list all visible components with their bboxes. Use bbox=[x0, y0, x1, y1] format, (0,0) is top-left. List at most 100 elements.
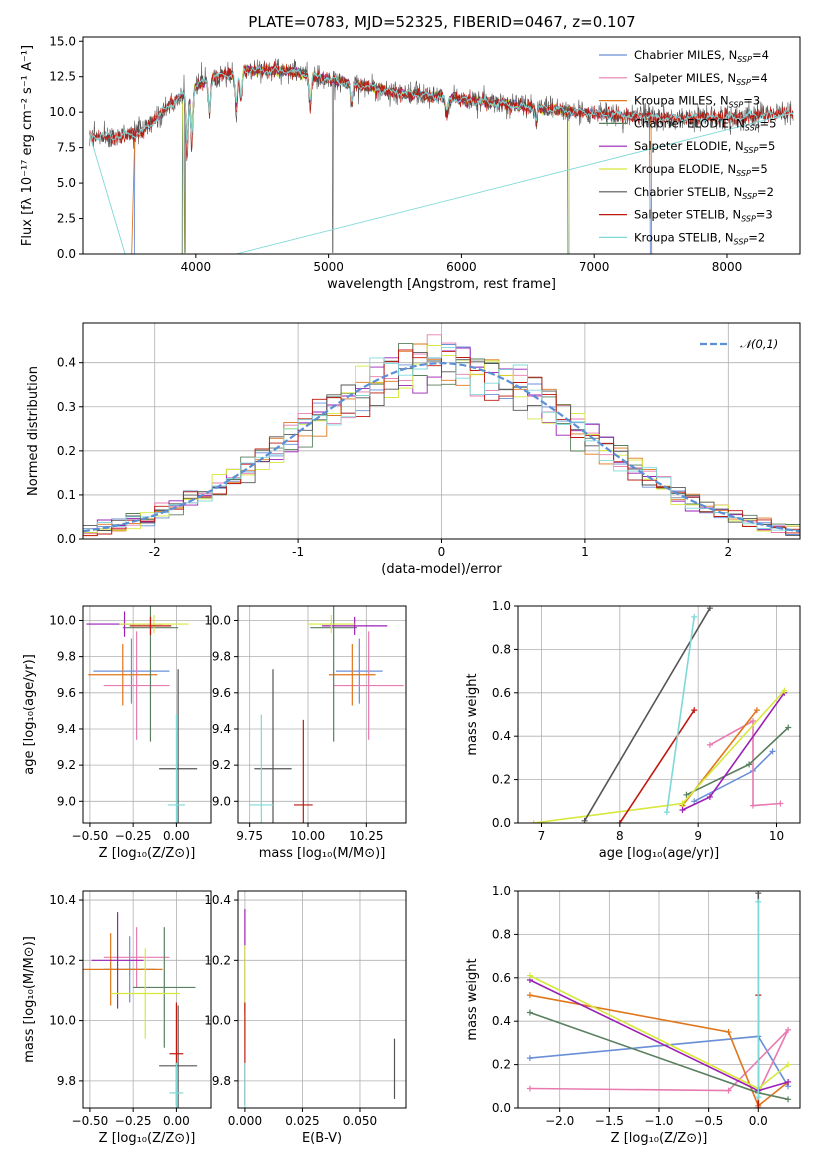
errorbar-kroupa-stelib bbox=[167, 714, 186, 823]
axes-frame bbox=[237, 890, 407, 1109]
axes-frame bbox=[517, 605, 801, 824]
weight-marker bbox=[526, 1085, 533, 1092]
errorbar-salpeter-elodie bbox=[91, 912, 144, 1009]
x-tick-label: 10 bbox=[769, 829, 784, 843]
weight-marker bbox=[755, 1094, 762, 1101]
errorbar-kroupa-elodie bbox=[110, 948, 180, 1039]
errorbar-chabrier-elodie bbox=[133, 927, 196, 1048]
errorbar-chabrier-stelib bbox=[159, 1005, 198, 1108]
weight-marker bbox=[691, 798, 698, 805]
x-tick-label: 10.25 bbox=[349, 829, 383, 843]
y-tick-label: 0.0 bbox=[492, 1101, 511, 1115]
y-tick-label: 0.4 bbox=[57, 356, 76, 370]
y-tick-label: 9.8 bbox=[212, 1074, 231, 1088]
y-tick-label: 9.8 bbox=[57, 1074, 76, 1088]
errorbar-salpeter-miles bbox=[103, 927, 170, 988]
y-tick-label: 10.0 bbox=[49, 105, 76, 119]
axes-frame bbox=[237, 605, 407, 824]
x-tick-label: −0.25 bbox=[115, 829, 152, 843]
y-axis-label: mass weight bbox=[465, 958, 480, 1040]
x-tick-label: 10.00 bbox=[291, 829, 325, 843]
plot-area bbox=[83, 606, 211, 823]
plot-area bbox=[83, 323, 800, 539]
legend-label: Chabrier MILES, NSSP=4 bbox=[634, 48, 769, 64]
y-tick-label: 2.5 bbox=[57, 212, 76, 226]
axes-frame bbox=[82, 322, 801, 540]
y-tick-label: 0.4 bbox=[492, 1014, 511, 1028]
legend-label: Kroupa STELIB, NSSP=2 bbox=[634, 230, 765, 246]
y-tick-label: 9.8 bbox=[57, 650, 76, 664]
x-tick-label: 5000 bbox=[313, 260, 344, 274]
weight-marker bbox=[755, 1105, 762, 1108]
y-tick-label: 10.0 bbox=[204, 613, 231, 627]
x-tick-label: 0.050 bbox=[343, 1114, 377, 1128]
errorbar-chabrier-elodie bbox=[310, 606, 357, 742]
legend-label: Kroupa ELODIE, NSSP=5 bbox=[634, 162, 768, 178]
y-tick-label: 0.0 bbox=[57, 247, 76, 261]
x-axis-label: mass [log₁₀(M/M⊙)] bbox=[259, 846, 386, 861]
x-tick-label: 0.00 bbox=[163, 1114, 190, 1128]
x-axis-label: E(B-V) bbox=[302, 1131, 342, 1146]
y-tick-label: 1.0 bbox=[492, 884, 511, 898]
y-tick-label: 15.0 bbox=[49, 34, 76, 48]
y-axis-label: mass [log₁₀(M/M⊙)] bbox=[22, 936, 37, 1063]
x-tick-label: −0.5 bbox=[694, 1114, 723, 1128]
x-tick-label: 1 bbox=[581, 545, 589, 559]
errorbar-kroupa-stelib bbox=[169, 1062, 184, 1108]
y-tick-label: 10.2 bbox=[204, 953, 231, 967]
plot-area bbox=[518, 891, 800, 1108]
weight-marker bbox=[526, 972, 533, 979]
axes-frame bbox=[82, 605, 212, 824]
y-tick-label: 9.0 bbox=[212, 794, 231, 808]
weight-marker bbox=[746, 761, 753, 768]
y-tick-label: 0.8 bbox=[492, 642, 511, 656]
errorbar-salpeter-stelib bbox=[294, 719, 313, 823]
weight-series-kroupa-elodie bbox=[530, 687, 788, 823]
x-tick-label: 0.025 bbox=[285, 1114, 319, 1128]
histogram-kroupa-stelib bbox=[83, 347, 800, 539]
weight-marker bbox=[785, 1026, 792, 1033]
panel-age_vs_Z: −0.50 −0.25 0.00 9.0 9.2 9.4 9.6 9.8 10.0 Z [log₁… bbox=[22, 605, 212, 861]
x-tick-label: 7000 bbox=[579, 260, 610, 274]
y-axis-label: mass weight bbox=[465, 673, 480, 755]
weight-marker bbox=[526, 1009, 533, 1016]
y-tick-label: 12.5 bbox=[49, 70, 76, 84]
weight-marker bbox=[679, 800, 686, 807]
errorbar-chabrier-miles bbox=[336, 638, 383, 704]
weight-marker bbox=[679, 806, 686, 813]
errorbar-kroupa-miles bbox=[83, 933, 163, 1006]
legend-label-normal: 𝒩(0,1) bbox=[740, 337, 778, 351]
x-tick-label: −2.0 bbox=[545, 1114, 574, 1128]
x-tick-label: 2 bbox=[724, 545, 732, 559]
errorbar-kroupa-stelib bbox=[249, 714, 273, 823]
weight-marker bbox=[683, 791, 690, 798]
y-tick-label: 9.0 bbox=[57, 794, 76, 808]
y-tick-label: 9.6 bbox=[212, 686, 231, 700]
legend-label: Salpeter STELIB, NSSP=3 bbox=[634, 208, 773, 224]
x-tick-label: 0 bbox=[438, 545, 446, 559]
weight-series-kroupa-stelib bbox=[663, 613, 698, 816]
errorbar-salpeter-miles bbox=[103, 631, 170, 740]
panel-mass_weight_vs_Z: −2.0 −1.5 −1.0 −0.5 0.0 0.0 0.2 0.4 0.6 0.8 1.0 Z [… bbox=[465, 884, 801, 1146]
y-axis-label: age [log₁₀(age/yr)] bbox=[22, 654, 37, 775]
x-tick-label: 9.75 bbox=[236, 829, 263, 843]
y-tick-label: 0.6 bbox=[492, 686, 511, 700]
y-tick-label: 5.0 bbox=[57, 176, 76, 190]
weight-marker bbox=[725, 1087, 732, 1094]
x-tick-label: 8 bbox=[616, 829, 624, 843]
x-axis-label: age [log₁₀(age/yr)] bbox=[599, 846, 720, 861]
weight-marker bbox=[750, 802, 756, 809]
spectrum-legend: Chabrier MILES, NSSP=4 Salpeter MILES, NS… bbox=[599, 48, 776, 246]
weight-marker bbox=[691, 707, 698, 714]
y-tick-label: 9.8 bbox=[212, 650, 231, 664]
x-tick-label: −1.5 bbox=[595, 1114, 624, 1128]
weight-line bbox=[709, 719, 781, 807]
x-axis-label: Z [log₁₀(Z/Z⊙)] bbox=[611, 1131, 708, 1146]
plot-area bbox=[83, 891, 211, 1108]
weight-marker bbox=[785, 724, 792, 731]
weight-marker bbox=[691, 613, 698, 620]
errorbar-chabrier-stelib bbox=[254, 669, 292, 823]
weight-line bbox=[619, 709, 695, 823]
panel-age_vs_mass: 9.75 10.00 10.25 9.0 9.2 9.4 9.6 9.8 10.0 mass [l… bbox=[204, 605, 407, 861]
errorbar-salpeter-stelib bbox=[129, 616, 172, 635]
